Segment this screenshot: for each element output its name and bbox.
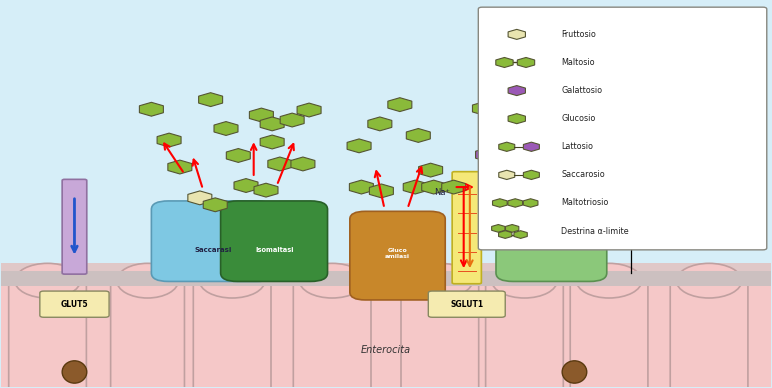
FancyBboxPatch shape <box>571 279 648 388</box>
Text: Fruttosio: Fruttosio <box>561 30 596 39</box>
Polygon shape <box>203 198 227 212</box>
Text: Saccarasi: Saccarasi <box>195 247 232 253</box>
Text: Lattosio: Lattosio <box>561 142 594 151</box>
Polygon shape <box>260 135 284 149</box>
FancyBboxPatch shape <box>221 201 327 281</box>
FancyBboxPatch shape <box>452 171 482 284</box>
FancyBboxPatch shape <box>496 191 607 281</box>
FancyBboxPatch shape <box>40 291 109 317</box>
FancyBboxPatch shape <box>670 279 748 388</box>
Ellipse shape <box>407 263 472 298</box>
FancyBboxPatch shape <box>401 279 479 388</box>
Polygon shape <box>157 133 181 147</box>
Polygon shape <box>528 199 552 213</box>
Polygon shape <box>523 170 540 180</box>
Text: Lattasi: Lattasi <box>537 232 565 237</box>
Polygon shape <box>198 93 222 107</box>
Text: SGLUT1: SGLUT1 <box>450 300 483 309</box>
FancyBboxPatch shape <box>63 179 86 274</box>
Ellipse shape <box>562 361 587 383</box>
Polygon shape <box>492 225 505 232</box>
Text: Galattosio: Galattosio <box>561 86 602 95</box>
Ellipse shape <box>577 263 642 298</box>
Polygon shape <box>369 184 394 198</box>
Ellipse shape <box>117 263 178 298</box>
Polygon shape <box>493 199 507 207</box>
Polygon shape <box>254 183 278 197</box>
Polygon shape <box>297 103 321 117</box>
Text: Glucosio: Glucosio <box>561 114 596 123</box>
FancyBboxPatch shape <box>350 211 445 300</box>
Polygon shape <box>508 29 526 40</box>
Polygon shape <box>506 225 519 232</box>
Ellipse shape <box>199 263 265 298</box>
Polygon shape <box>403 180 427 194</box>
FancyBboxPatch shape <box>479 7 767 250</box>
Polygon shape <box>388 98 411 112</box>
Polygon shape <box>260 117 284 131</box>
Ellipse shape <box>676 263 742 298</box>
Bar <box>2 271 770 286</box>
Polygon shape <box>499 231 512 238</box>
FancyBboxPatch shape <box>110 279 185 388</box>
Polygon shape <box>367 117 392 131</box>
Polygon shape <box>514 192 538 206</box>
Polygon shape <box>268 157 292 171</box>
Polygon shape <box>350 180 374 194</box>
Polygon shape <box>422 180 445 194</box>
Polygon shape <box>491 140 515 154</box>
Polygon shape <box>168 160 191 174</box>
Polygon shape <box>347 139 371 153</box>
Polygon shape <box>442 180 466 194</box>
Polygon shape <box>496 57 513 68</box>
FancyBboxPatch shape <box>293 279 371 388</box>
Polygon shape <box>291 157 315 171</box>
FancyBboxPatch shape <box>151 201 274 281</box>
Polygon shape <box>517 57 535 68</box>
Polygon shape <box>476 148 499 162</box>
Polygon shape <box>508 86 526 95</box>
Polygon shape <box>499 142 515 151</box>
Ellipse shape <box>492 263 557 298</box>
Polygon shape <box>249 108 273 122</box>
FancyBboxPatch shape <box>428 291 505 317</box>
Polygon shape <box>226 149 250 163</box>
Polygon shape <box>472 102 496 115</box>
Ellipse shape <box>63 361 86 383</box>
Text: Enterocita: Enterocita <box>361 345 411 355</box>
Text: GLUT5: GLUT5 <box>61 300 88 309</box>
Text: Na⁺: Na⁺ <box>434 187 450 197</box>
Polygon shape <box>508 199 523 207</box>
Polygon shape <box>140 102 164 116</box>
FancyBboxPatch shape <box>486 279 564 388</box>
Text: Maltosio: Maltosio <box>561 58 595 67</box>
Text: Isomaltasi: Isomaltasi <box>256 247 293 253</box>
Polygon shape <box>523 142 540 151</box>
Polygon shape <box>523 199 538 207</box>
Polygon shape <box>514 231 527 238</box>
Ellipse shape <box>15 263 80 298</box>
Polygon shape <box>188 191 212 205</box>
Ellipse shape <box>300 263 365 298</box>
Polygon shape <box>496 109 520 123</box>
Polygon shape <box>234 178 258 192</box>
Bar <box>2 263 770 284</box>
Polygon shape <box>499 170 515 180</box>
Text: Destrina α-limite: Destrina α-limite <box>561 227 629 236</box>
Polygon shape <box>508 114 526 124</box>
Polygon shape <box>214 121 238 135</box>
Text: Maltotriosio: Maltotriosio <box>561 199 609 208</box>
Text: Orletto
a spazzola: Orletto a spazzola <box>627 182 668 202</box>
Polygon shape <box>280 113 304 127</box>
Polygon shape <box>406 128 430 142</box>
Bar <box>2 271 770 386</box>
Text: Saccarosio: Saccarosio <box>561 170 605 179</box>
Polygon shape <box>418 163 442 177</box>
FancyBboxPatch shape <box>193 279 271 388</box>
FancyBboxPatch shape <box>8 279 86 388</box>
Text: Gluco
amilasi: Gluco amilasi <box>385 248 410 259</box>
